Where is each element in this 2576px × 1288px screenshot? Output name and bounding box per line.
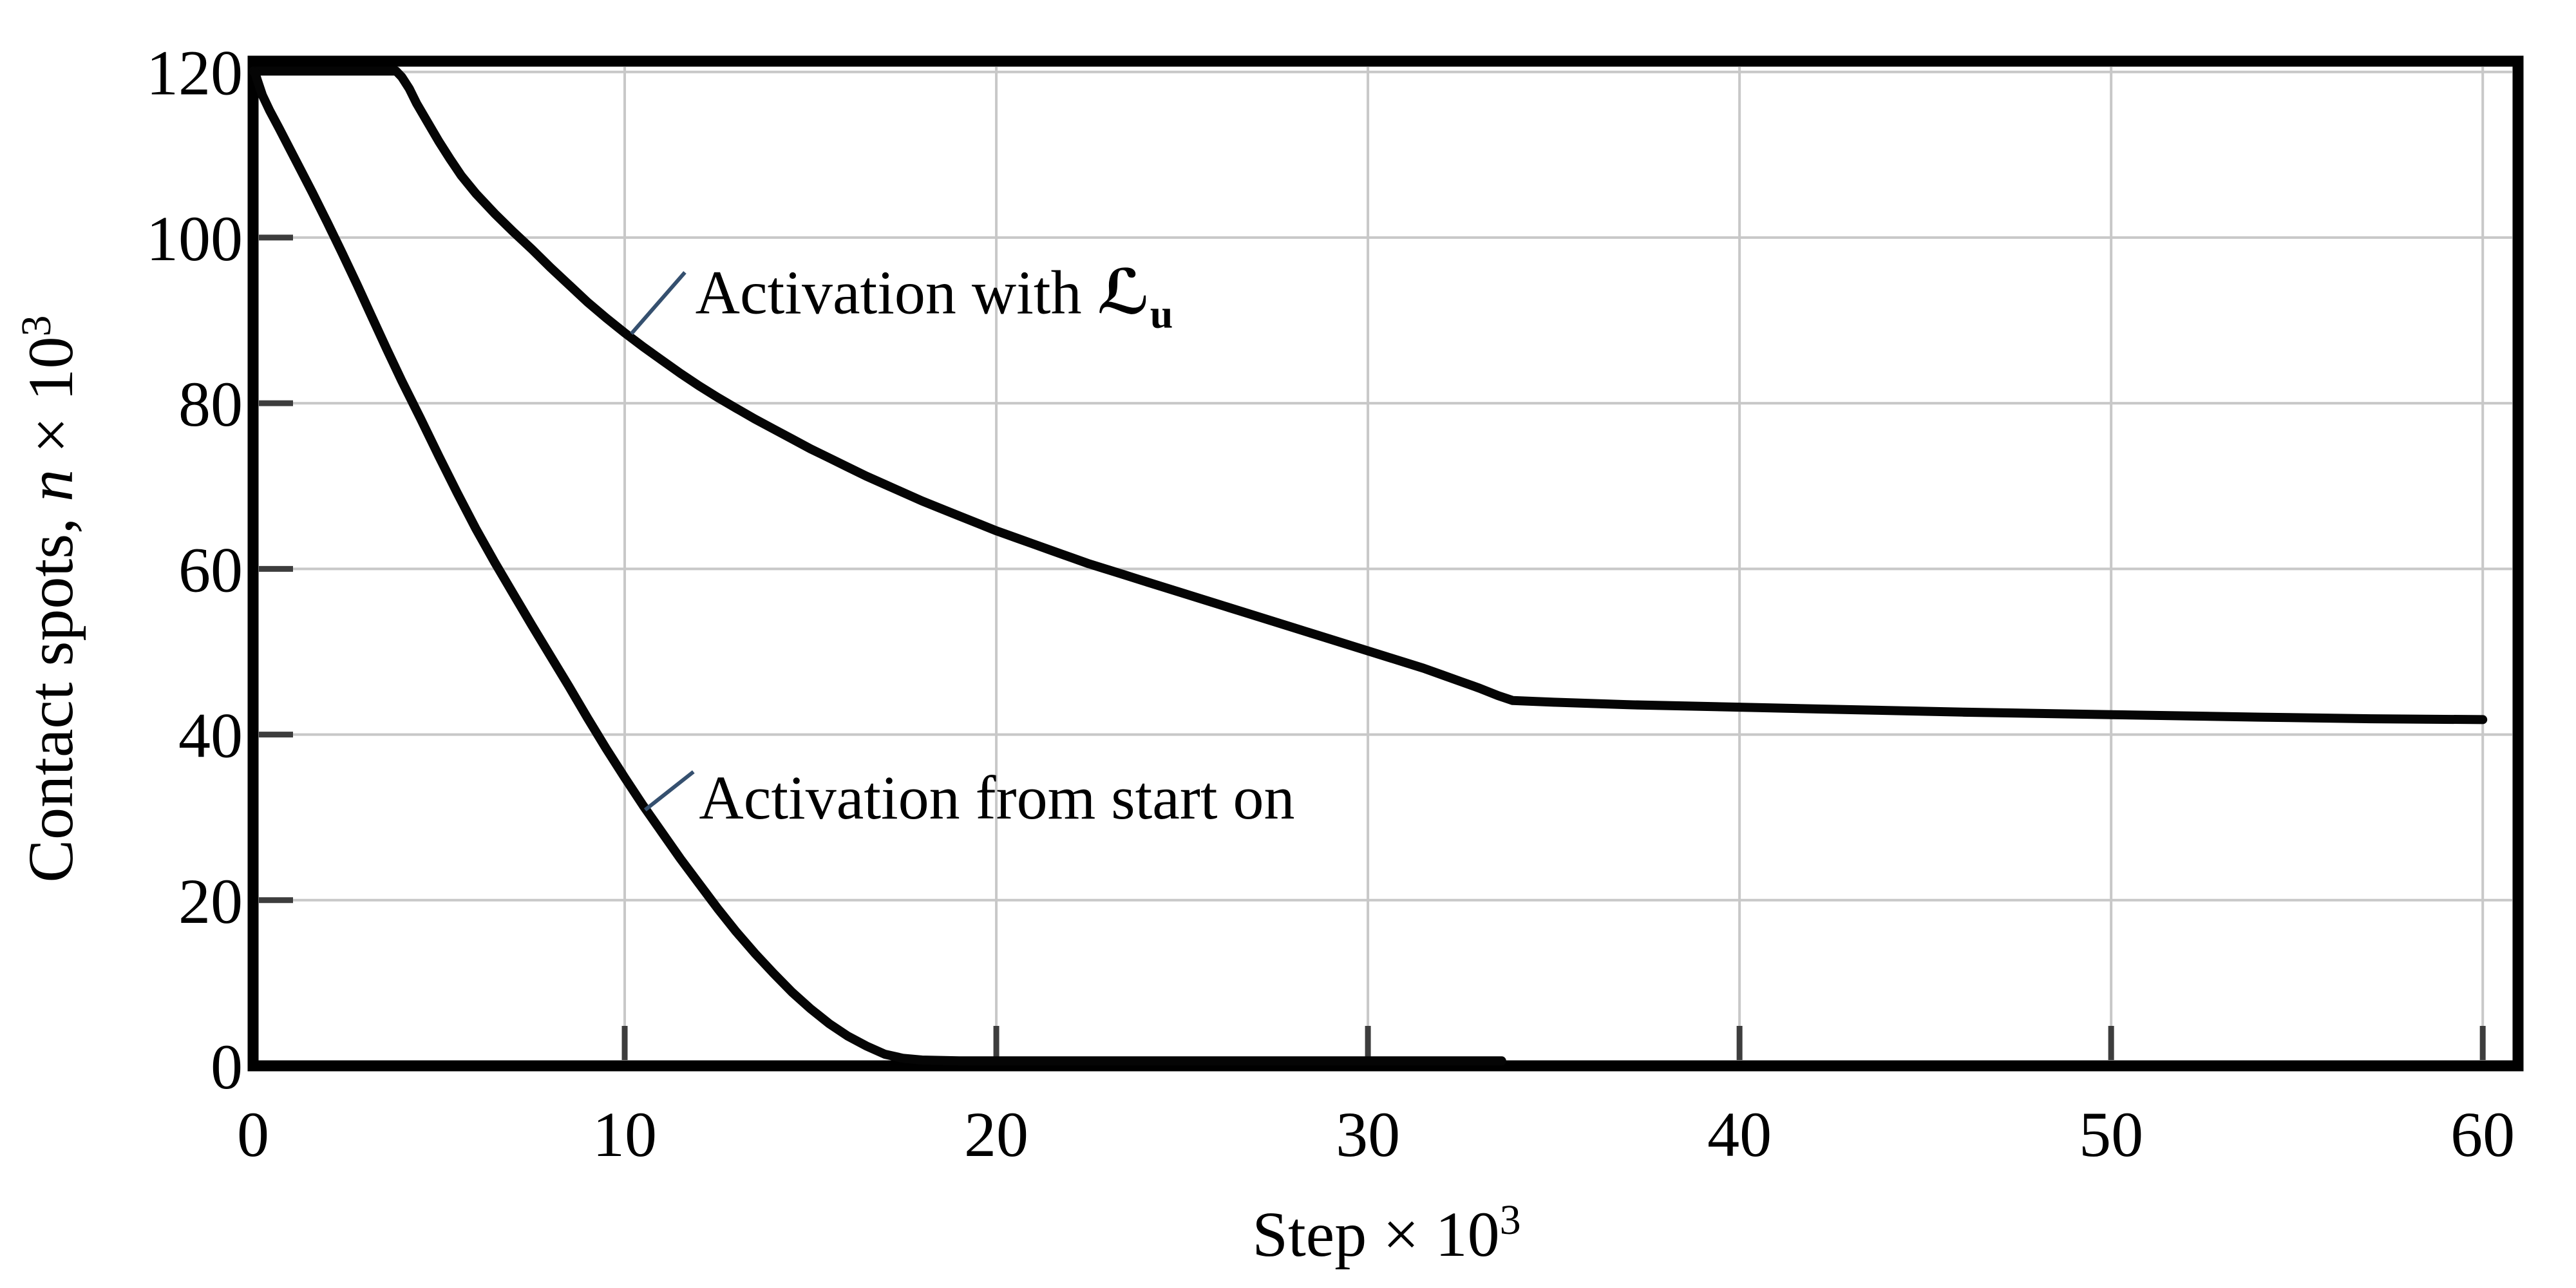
y-tick-label-80: 80 <box>178 368 243 440</box>
y-axis-label-times: × 10 <box>15 336 86 469</box>
script-l-symbol: ℒ <box>1097 256 1150 328</box>
gridlines <box>259 67 2512 1060</box>
y-tick-label-0: 0 <box>211 1031 243 1103</box>
x-axis-label-exponent: 3 <box>1500 1197 1521 1244</box>
plot-border <box>247 55 2524 1072</box>
annotation-activation-from-start: Activation from start on <box>699 763 1294 832</box>
x-tick-label-30: 30 <box>1336 1099 1400 1170</box>
y-tick-label-100: 100 <box>146 203 243 274</box>
y-tick-labels: 0 20 40 60 80 100 120 <box>146 37 243 1103</box>
y-axis-label-variable: n <box>15 469 86 502</box>
annotation-text: Activation with <box>696 258 1097 327</box>
annotation-text: Activation from start on <box>699 763 1294 832</box>
curves <box>249 66 2488 1066</box>
y-axis-label-exponent: 3 <box>13 315 60 336</box>
curve-activation-from-start <box>250 67 1506 1066</box>
y-axis-label: Contact spots, n × 103 <box>13 315 86 882</box>
subscript-u: u <box>1150 291 1173 337</box>
x-axis-label-text: Step × 10 <box>1252 1198 1499 1270</box>
y-tick-label-120: 120 <box>146 37 243 109</box>
x-tick-labels: 0 10 20 30 40 50 60 <box>237 1099 2515 1170</box>
x-axis-label: Step × 103 <box>1252 1197 1520 1270</box>
leader-line-activation-with-lu <box>630 270 687 336</box>
y-axis-label-text: Contact spots, <box>15 502 86 883</box>
y-tick-label-60: 60 <box>178 534 243 605</box>
x-tick-label-10: 10 <box>592 1099 657 1170</box>
x-tick-label-40: 40 <box>1707 1099 1772 1170</box>
annotation-activation-with-lu: Activation with ℒu <box>696 256 1173 337</box>
x-tick-label-20: 20 <box>964 1099 1028 1170</box>
leader-line-activation-from-start <box>643 770 695 811</box>
y-tick-label-20: 20 <box>178 866 243 937</box>
x-tick-label-60: 60 <box>2450 1099 2515 1170</box>
x-tick-label-0: 0 <box>237 1099 269 1170</box>
x-tick-label-50: 50 <box>2079 1099 2143 1170</box>
y-tick-label-40: 40 <box>178 700 243 772</box>
curve-activation-with-lu <box>249 66 2488 724</box>
